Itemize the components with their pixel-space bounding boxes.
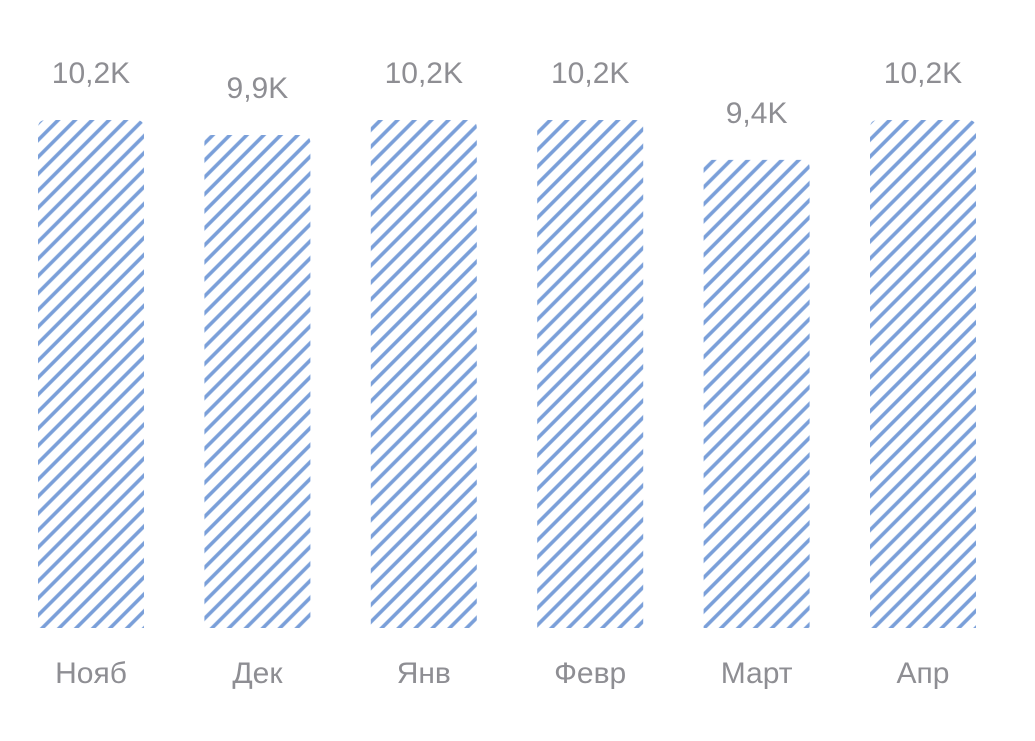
value-label: 10,2K [884,57,962,90]
value-label: 9,9K [227,72,289,105]
value-label: 10,2K [551,57,629,90]
value-label: 10,2K [385,57,463,90]
x-tick-label: Нояб [55,657,127,690]
x-tick-label: Март [721,657,793,690]
bar [870,120,976,628]
bar [537,120,644,628]
bar [38,120,144,628]
x-tick-label: Апр [897,657,950,690]
value-label: 10,2K [52,57,130,90]
bar [370,120,477,628]
value-label: 9,4K [726,97,788,130]
bar [204,134,311,629]
x-tick-label: Янв [397,657,451,690]
bar [703,159,810,628]
x-tick-label: Дек [232,657,283,690]
x-tick-label: Февр [554,657,626,690]
